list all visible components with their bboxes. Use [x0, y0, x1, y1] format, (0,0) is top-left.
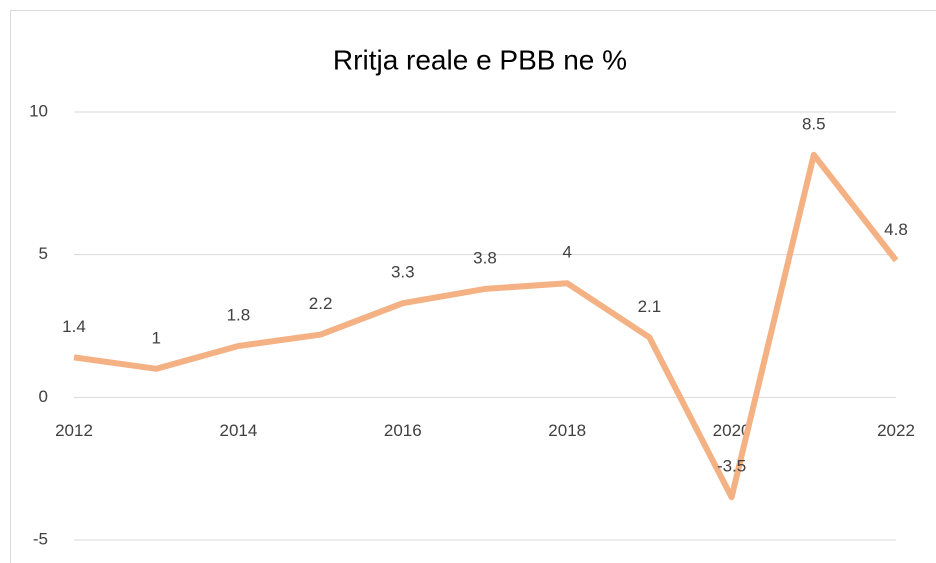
x-tick-label: 2022	[877, 421, 915, 440]
x-tick-label: 2016	[384, 421, 422, 440]
data-label: -3.5	[717, 457, 746, 476]
y-tick-label: 5	[39, 244, 48, 263]
x-tick-label: 2012	[55, 421, 93, 440]
data-label: 1.4	[62, 317, 86, 336]
data-label: 2.1	[638, 297, 662, 316]
chart-title: Rritja reale e PBB ne %	[333, 44, 627, 75]
y-tick-label: 0	[39, 387, 48, 406]
data-label: 3.8	[473, 248, 497, 267]
x-tick-label: 2018	[548, 421, 586, 440]
x-tick-label: 2014	[219, 421, 257, 440]
data-label: 1.8	[227, 305, 251, 324]
data-label: 2.2	[309, 294, 333, 313]
data-label: 8.5	[802, 114, 826, 133]
x-tick-label: 2020	[713, 421, 751, 440]
chart-frame	[10, 10, 936, 563]
data-line	[73, 151, 899, 501]
y-tick-label: 10	[29, 101, 48, 120]
y-tick-label: -5	[33, 529, 48, 548]
data-label: 1	[151, 328, 160, 347]
data-label: 4.8	[884, 220, 908, 239]
data-label: 4	[562, 243, 571, 262]
data-label: 3.3	[391, 263, 415, 282]
